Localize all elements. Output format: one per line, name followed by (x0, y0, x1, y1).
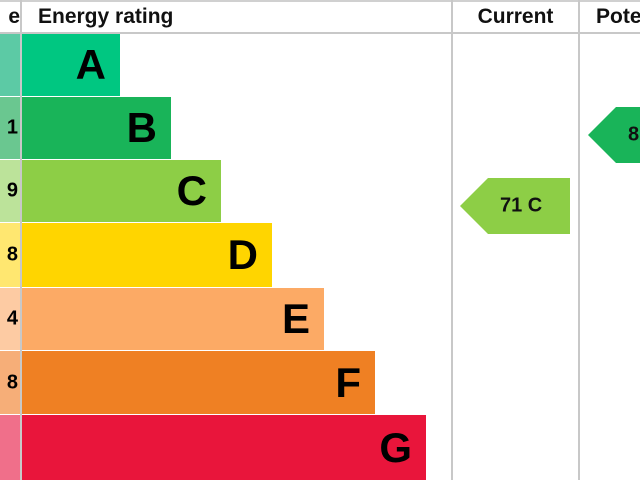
top-border (0, 0, 640, 2)
band-letter: B (126, 104, 157, 151)
score-cell-b: 1 (0, 97, 20, 159)
score-cell-d: 8 (0, 223, 20, 287)
score-cell-c: 9 (0, 160, 20, 222)
band-letter: C (176, 167, 207, 214)
score-label: 9 (6, 179, 18, 202)
band-bar-f: F (22, 351, 375, 414)
band-letter: F (335, 358, 361, 406)
potential-rating-arrow: 8 (588, 107, 640, 163)
band-bar-c: C (22, 160, 221, 222)
score-cell-g (0, 415, 20, 480)
divider (451, 0, 453, 480)
band-letter: E (281, 295, 310, 342)
score-cell-a (0, 34, 20, 96)
band-letter: D (227, 231, 258, 278)
score-header: e (8, 5, 20, 28)
score-cell-f: 8 (0, 351, 20, 414)
score-label: 8 (6, 243, 18, 266)
potential-rating-label: 8 (628, 123, 640, 146)
score-cell-e: 4 (0, 288, 20, 350)
band-bar-a: A (22, 34, 120, 96)
score-label: 8 (6, 371, 18, 393)
energy-rating-header: Energy rating (38, 5, 174, 28)
divider (20, 0, 22, 480)
divider (578, 0, 580, 480)
band-bar-e: E (22, 288, 324, 350)
current-rating-arrow: 71 C (460, 178, 570, 234)
band-bar-b: B (22, 97, 171, 159)
score-label: 4 (6, 307, 18, 330)
band-bar-d: D (22, 223, 272, 287)
header-divider (0, 32, 640, 34)
score-label: 1 (6, 116, 18, 139)
potential-header: Pote (596, 5, 640, 28)
band-bar-g: G (22, 415, 426, 480)
current-rating-label: 71 C (500, 194, 543, 217)
band-letter: A (75, 41, 106, 88)
band-letter: G (379, 423, 412, 471)
current-header: Current (477, 5, 554, 28)
